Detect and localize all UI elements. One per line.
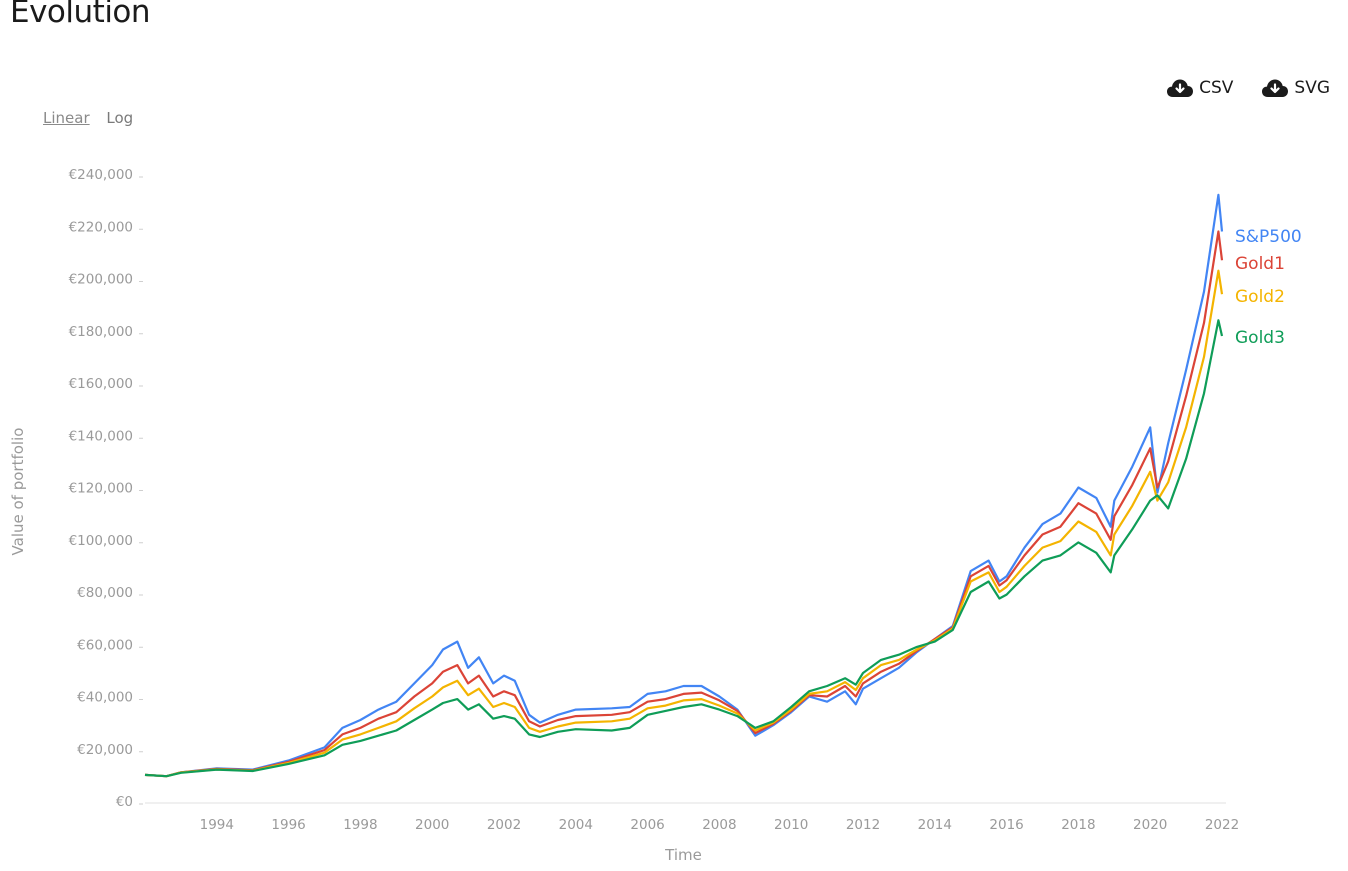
x-tick-label: 1996 <box>271 817 305 833</box>
x-tick-label: 2018 <box>1061 817 1095 833</box>
series-lines <box>144 193 1224 778</box>
series-line-gold1 <box>144 230 1224 778</box>
scale-toggle: Linear Log <box>43 109 145 127</box>
cloud-download-icon <box>1262 79 1289 97</box>
y-tick-label: €20,000 <box>77 742 133 758</box>
x-tick-label: 2006 <box>630 817 664 833</box>
series-label: Gold1 <box>1235 254 1285 274</box>
x-tick-label: 2016 <box>989 817 1023 833</box>
y-tick-label: €180,000 <box>69 324 133 340</box>
y-tick-label: €100,000 <box>69 533 133 549</box>
y-tick-label: €80,000 <box>77 585 133 601</box>
series-label: Gold3 <box>1235 328 1285 348</box>
x-axis: 1994 1996 1998 2000 2002 2004 2006 2008 2010 2012… <box>145 802 1239 833</box>
series-line-gold2 <box>144 269 1224 778</box>
x-tick-label: 1994 <box>200 817 234 833</box>
cloud-download-icon <box>1167 79 1194 97</box>
x-tick-label: 2022 <box>1205 817 1239 833</box>
y-tick-label: €200,000 <box>69 272 133 288</box>
linear-scale-button[interactable]: Linear <box>43 109 90 127</box>
page-title: Evolution <box>10 0 151 30</box>
y-tick-label: €40,000 <box>77 690 133 706</box>
x-axis-title: Time <box>664 846 702 864</box>
x-tick-label: 2012 <box>846 817 880 833</box>
series-labels: S&P500 Gold1 Gold2 Gold3 <box>1235 227 1302 348</box>
x-tick-label: 2020 <box>1133 817 1167 833</box>
x-tick-label: 2002 <box>487 817 521 833</box>
y-tick-label: €0 <box>116 794 133 810</box>
x-tick-label: 2008 <box>702 817 736 833</box>
log-scale-button[interactable]: Log <box>106 109 134 127</box>
download-csv-button[interactable]: CSV <box>1166 78 1233 98</box>
download-buttons: CSV SVG <box>1166 78 1330 98</box>
y-axis: €0 €20,000 €40,000 €60,000 €80,000 €100,000 €1… <box>69 167 143 810</box>
x-tick-label: 2014 <box>918 817 952 833</box>
series-line-sp500 <box>144 193 1224 778</box>
y-tick-label: €140,000 <box>69 428 133 444</box>
x-tick-label: 2000 <box>415 817 449 833</box>
series-label: S&P500 <box>1235 227 1302 247</box>
y-axis-title: Value of portfolio <box>9 428 27 556</box>
series-line-gold3 <box>144 319 1224 778</box>
download-csv-label: CSV <box>1199 78 1234 98</box>
y-tick-label: €60,000 <box>77 637 133 653</box>
x-tick-label: 1998 <box>343 817 377 833</box>
download-svg-button[interactable]: SVG <box>1261 78 1330 98</box>
x-tick-label: 2004 <box>559 817 593 833</box>
y-tick-label: €220,000 <box>69 219 133 235</box>
y-tick-label: €160,000 <box>69 376 133 392</box>
series-label: Gold2 <box>1235 287 1285 307</box>
y-tick-label: €120,000 <box>69 481 133 497</box>
x-tick-label: 2010 <box>774 817 808 833</box>
download-svg-label: SVG <box>1294 78 1330 98</box>
y-tick-label: €240,000 <box>69 167 133 183</box>
